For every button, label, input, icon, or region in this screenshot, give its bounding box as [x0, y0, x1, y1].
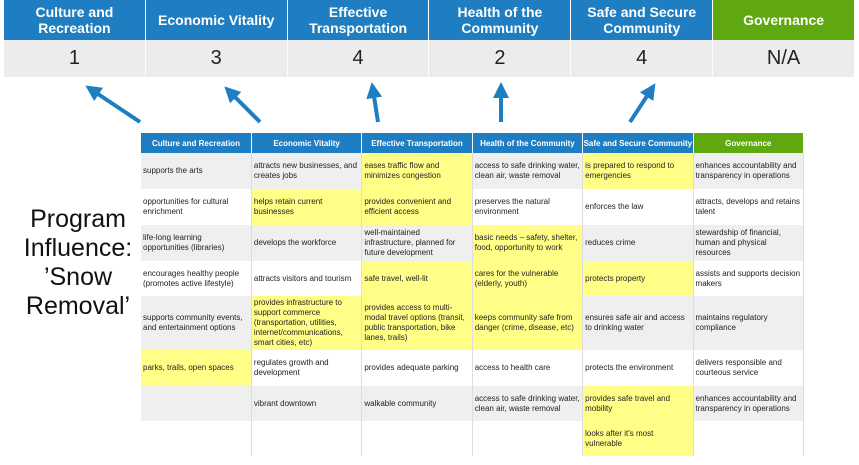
table-cell: stewardship of financial, human and phys…	[693, 225, 805, 261]
table-cell: provides access to multi-modal travel op…	[361, 296, 473, 350]
table-cell: maintains regulatory compliance	[693, 296, 805, 350]
table-cell: well-maintained infrastructure, planned …	[361, 225, 473, 261]
table-cell: opportunities for cultural enrichment	[141, 189, 252, 225]
table-header: Effective Transportation	[361, 133, 473, 153]
table-cell: access to safe drinking water, clean air…	[472, 153, 584, 189]
table-cell: provides adequate parking	[361, 350, 473, 386]
summary-scores: Culture and Recreation Economic Vitality E…	[4, 0, 855, 77]
summary-header: Safe and Secure Community	[571, 0, 714, 40]
table-cell: safe travel, well-lit	[361, 261, 473, 296]
table-cell: supports community events, and entertain…	[141, 296, 252, 350]
table-cell: attracts visitors and tourism	[251, 261, 363, 296]
table-header: Governance	[693, 133, 805, 153]
summary-header: Health of the Community	[429, 0, 572, 40]
influence-table: Culture and Recreation Economic Vitality E…	[141, 133, 805, 456]
table-header: Culture and Recreation	[141, 133, 252, 153]
table-cell: parks, trails, open spaces	[141, 350, 252, 386]
table-cell: reduces crime	[582, 225, 694, 261]
table-row: life-long learning opportunities (librar…	[141, 225, 805, 261]
arrows	[85, 82, 656, 124]
table-header: Health of the Community	[472, 133, 584, 153]
table-cell: provides infrastructure to support comme…	[251, 296, 363, 350]
table-cell: assists and supports decision makers	[693, 261, 805, 296]
table-cell: eases traffic flow and minimizes congest…	[361, 153, 473, 189]
table-cell: enhances accountability and transparency…	[693, 153, 805, 189]
table-cell: cares for the vulnerable (elderly, youth…	[472, 261, 584, 296]
table-cell	[693, 421, 805, 456]
summary-score: N/A	[713, 40, 855, 77]
table-cell: provides convenient and efficient access	[361, 189, 473, 225]
table-cell: provides safe travel and mobility	[582, 386, 694, 421]
program-label: Program Influence: ’Snow Removal’	[23, 205, 133, 320]
table-cell: keeps community safe from danger (crime,…	[472, 296, 584, 350]
table-cell: attracts, develops and retains talent	[693, 189, 805, 225]
arrow-icon	[366, 82, 383, 123]
summary-header: Governance	[713, 0, 855, 40]
table-row: opportunities for cultural enrichment hel…	[141, 189, 805, 225]
table-row: supports community events, and entertain…	[141, 296, 805, 350]
table-header: Safe and Secure Community	[582, 133, 694, 153]
table-row: looks after it's most vulnerable	[141, 421, 805, 456]
table-cell: life-long learning opportunities (librar…	[141, 225, 252, 261]
table-cell	[141, 386, 252, 421]
table-cell	[141, 421, 252, 456]
table-cell	[361, 421, 473, 456]
table-cell: basic needs – safety, shelter, food, opp…	[472, 225, 584, 261]
table-cell: regulates growth and development	[251, 350, 363, 386]
arrow-icon	[628, 83, 656, 124]
table-cell: preserves the natural environment	[472, 189, 584, 225]
summary-score: 1	[4, 40, 146, 77]
table-cell: access to health care	[472, 350, 584, 386]
table-cell: protects property	[582, 261, 694, 296]
table-cell: helps retain current businesses	[251, 189, 363, 225]
summary-score: 2	[429, 40, 572, 77]
table-header: Economic Vitality	[251, 133, 363, 153]
table-cell: protects the environment	[582, 350, 694, 386]
table-cell: is prepared to respond to emergencies	[582, 153, 694, 189]
table-cell: supports the arts	[141, 153, 252, 189]
table-cell: looks after it's most vulnerable	[582, 421, 694, 456]
table-cell: encourages healthy people (promotes acti…	[141, 261, 252, 296]
table-cell: enforces the law	[582, 189, 694, 225]
table-row: supports the arts attracts new businesses…	[141, 153, 805, 189]
table-cell: access to safe drinking water, clean air…	[472, 386, 584, 421]
table-row: parks, trails, open spaces regulates grow…	[141, 350, 805, 386]
summary-score: 4	[571, 40, 714, 77]
table-cell: ensures safe air and access to drinking …	[582, 296, 694, 350]
table-cell: vibrant downtown	[251, 386, 363, 421]
summary-score: 3	[145, 40, 288, 77]
summary-header: Culture and Recreation	[4, 0, 146, 40]
table-cell	[472, 421, 584, 456]
table-cell: develops the workforce	[251, 225, 363, 261]
arrow-icon	[224, 86, 262, 124]
table-cell: enhances accountability and transparency…	[693, 386, 805, 421]
summary-header: Effective Transportation	[287, 0, 430, 40]
table-cell: delivers responsible and courteous servi…	[693, 350, 805, 386]
arrow-icon	[85, 85, 142, 124]
summary-score: 4	[287, 40, 430, 77]
table-row: encourages healthy people (promotes acti…	[141, 261, 805, 296]
summary-header: Economic Vitality	[145, 0, 288, 40]
table-cell: walkable community	[361, 386, 473, 421]
table-row: vibrant downtown walkable community access…	[141, 386, 805, 421]
table-cell: attracts new businesses, and creates job…	[251, 153, 363, 189]
table-cell	[251, 421, 363, 456]
